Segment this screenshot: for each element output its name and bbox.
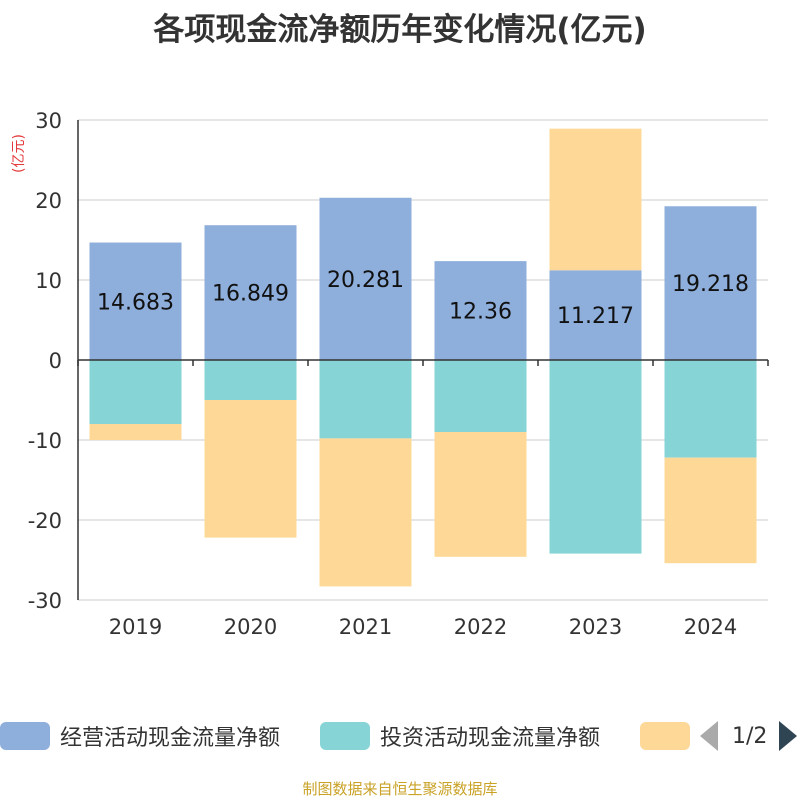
bar-2024-series-2: [664, 457, 757, 564]
legend-label-operating: 经营活动现金流量净额: [60, 726, 281, 751]
legend-swatch-investing: [320, 722, 370, 750]
data-label-2021: 20.281: [327, 268, 404, 293]
pager-next-icon[interactable]: [779, 721, 798, 751]
bar-2020-series-1: [204, 360, 297, 400]
legend-label-investing: 投资活动现金流量净额: [380, 726, 601, 751]
y-tick-label: 10: [35, 269, 62, 293]
x-tick-label: 2022: [454, 615, 507, 639]
bar-2023-series-1: [549, 360, 642, 554]
bar-2023-series-2: [549, 128, 642, 271]
y-tick-label: 20: [35, 189, 62, 213]
bar-2022-series-0: [434, 261, 527, 360]
legend-item-operating[interactable]: 经营活动现金流量净额: [0, 716, 280, 756]
data-label-2024: 19.218: [672, 272, 749, 297]
y-tick-label: -10: [28, 429, 62, 453]
x-tick-label: 2024: [684, 615, 737, 639]
legend-swatch-operating: [0, 722, 50, 750]
bar-2021-series-1: [319, 360, 412, 439]
x-tick-label: 2020: [224, 615, 277, 639]
data-label-2023: 11.217: [557, 304, 634, 329]
y-tick-label: -30: [28, 589, 62, 613]
pager-prev-icon[interactable]: [700, 721, 718, 751]
bar-2020-series-0: [204, 225, 297, 360]
data-label-2020: 16.849: [212, 282, 289, 307]
bar-2020-series-2: [204, 400, 297, 538]
y-tick-label: 30: [35, 109, 62, 133]
legend-swatch-financing: [640, 722, 690, 750]
x-tick-label: 2019: [109, 615, 162, 639]
legend-item-investing[interactable]: 投资活动现金流量净额: [320, 716, 600, 756]
bar-2019-series-1: [89, 360, 182, 424]
data-label-2019: 14.683: [97, 290, 174, 315]
chart-title: 各项现金流净额历年变化情况(亿元): [153, 12, 647, 48]
bar-2019-series-0: [89, 242, 182, 360]
legend: 经营活动现金流量净额 投资活动现金流量净额: [0, 716, 800, 756]
bar-2021-series-0: [319, 197, 412, 360]
y-tick-label: 0: [49, 349, 62, 373]
pager-text: 1/2: [732, 723, 768, 749]
source-footer: 制图数据来自恒生聚源数据库: [302, 780, 498, 798]
y-tick-label: -20: [28, 509, 62, 533]
bar-2024-series-0: [664, 206, 757, 360]
bar-2022-series-2: [434, 432, 527, 557]
bar-2022-series-1: [434, 360, 527, 432]
data-label-2022: 12.36: [449, 300, 512, 325]
bar-2023-series-0: [549, 270, 642, 360]
legend-item-financing[interactable]: [640, 716, 690, 756]
bar-2019-series-2: [89, 424, 182, 440]
x-tick-label: 2021: [339, 615, 392, 639]
legend-pager: 1/2: [700, 716, 798, 756]
x-tick-label: 2023: [569, 615, 622, 639]
bar-2024-series-1: [664, 360, 757, 458]
bar-2021-series-2: [319, 438, 412, 587]
